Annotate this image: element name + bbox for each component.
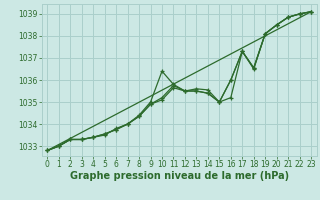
X-axis label: Graphe pression niveau de la mer (hPa): Graphe pression niveau de la mer (hPa) — [70, 171, 289, 181]
